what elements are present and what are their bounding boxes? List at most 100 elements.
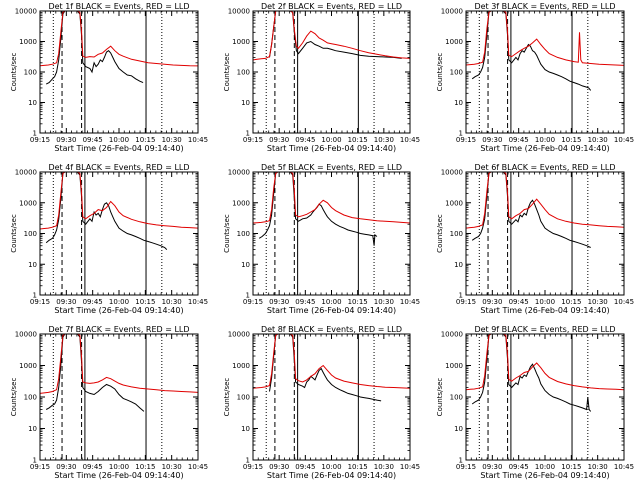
- y-tick-label: 100: [237, 69, 250, 77]
- panel-title: Det 4f BLACK = Events, RED = LLD: [48, 163, 189, 172]
- x-tick-label: 10:15: [348, 298, 368, 306]
- x-tick-label: 10:00: [321, 136, 341, 144]
- y-tick-label: 10000: [228, 169, 250, 177]
- y-tick-label: 100: [450, 69, 463, 77]
- events-series-line: [45, 334, 145, 412]
- x-tick-label: 09:45: [295, 136, 315, 144]
- x-tick-label: 09:45: [83, 298, 103, 306]
- x-tick-label: 10:00: [321, 463, 341, 471]
- x-axis-label: Start Time (26-Feb-04 09:14:40): [480, 471, 609, 480]
- events-series-line: [45, 11, 144, 85]
- x-tick-label: 10:00: [109, 463, 129, 471]
- x-tick-label: 10:30: [374, 463, 394, 471]
- y-tick-label: 1: [246, 130, 250, 138]
- x-tick-label: 10:45: [400, 136, 420, 144]
- x-tick-label: 09:30: [482, 136, 502, 144]
- x-tick-label: 10:45: [614, 298, 634, 306]
- x-tick-label: 09:15: [243, 136, 263, 144]
- detector-panel: 1 10 100 1000 10000 09:15 09:30 09:45 10:00 10:15…: [436, 163, 634, 315]
- y-tick-label: 1: [459, 457, 463, 465]
- x-tick-label: 09:30: [482, 463, 502, 471]
- detector-panel: 1 10 100 1000 10000 09:15 09:30 09:45 10:00 10:15…: [223, 2, 420, 153]
- y-tick-label: 10000: [441, 169, 463, 177]
- y-axis-label: Counts/sec: [436, 214, 444, 253]
- detector-panel: 1 10 100 1000 10000 09:15 09:30 09:45 10:00 10:15…: [436, 2, 634, 153]
- y-tick-label: 10: [454, 425, 463, 433]
- x-tick-label: 09:30: [56, 298, 76, 306]
- x-tick-label: 10:45: [400, 463, 420, 471]
- x-tick-label: 09:15: [30, 298, 50, 306]
- x-tick-label: 10:30: [374, 298, 394, 306]
- y-axis-label: Counts/sec: [10, 378, 18, 417]
- y-axis-label: Counts/sec: [223, 53, 231, 92]
- y-axis-label: Counts/sec: [10, 214, 18, 253]
- x-tick-label: 09:45: [83, 136, 103, 144]
- y-tick-label: 1000: [232, 38, 250, 46]
- x-axis-label: Start Time (26-Feb-04 09:14:40): [480, 306, 609, 315]
- x-tick-label: 09:45: [295, 298, 315, 306]
- panel-title: Det 6f BLACK = Events, RED = LLD: [474, 163, 615, 172]
- x-tick-label: 10:15: [561, 463, 581, 471]
- x-tick-label: 09:45: [295, 463, 315, 471]
- y-tick-label: 1: [33, 130, 37, 138]
- x-tick-label: 10:00: [535, 136, 555, 144]
- y-tick-label: 100: [24, 230, 37, 238]
- x-tick-label: 10:15: [135, 298, 155, 306]
- y-tick-label: 100: [237, 394, 250, 402]
- y-tick-label: 10: [241, 261, 250, 269]
- y-tick-label: 10000: [228, 8, 250, 16]
- y-tick-label: 1000: [445, 38, 463, 46]
- x-tick-label: 09:15: [30, 136, 50, 144]
- lld-series-line: [40, 11, 198, 67]
- x-tick-label: 10:30: [588, 463, 608, 471]
- x-tick-label: 09:30: [56, 136, 76, 144]
- y-tick-label: 10000: [15, 8, 37, 16]
- detector-panel: 1 10 100 1000 10000 09:15 09:30 09:45 10:00 10:15…: [10, 2, 208, 153]
- x-tick-label: 10:00: [109, 136, 129, 144]
- y-tick-label: 1: [246, 457, 250, 465]
- x-tick-label: 09:45: [509, 463, 529, 471]
- panel-title: Det 7f BLACK = Events, RED = LLD: [48, 325, 189, 334]
- y-tick-label: 10: [28, 425, 37, 433]
- y-tick-label: 1000: [232, 362, 250, 370]
- x-tick-label: 09:30: [269, 136, 289, 144]
- x-axis-label: Start Time (26-Feb-04 09:14:40): [267, 471, 396, 480]
- y-tick-label: 1: [246, 292, 250, 300]
- x-tick-label: 10:45: [188, 463, 208, 471]
- lld-series-line: [253, 334, 410, 389]
- y-tick-label: 10000: [228, 331, 250, 339]
- y-axis-label: Counts/sec: [223, 378, 231, 417]
- panel-title: Det 1f BLACK = Events, RED = LLD: [48, 2, 189, 11]
- x-tick-label: 10:15: [348, 463, 368, 471]
- x-tick-label: 10:45: [400, 298, 420, 306]
- lld-series-line: [466, 11, 624, 66]
- x-axis-label: Start Time (26-Feb-04 09:14:40): [54, 306, 183, 315]
- detector-panel: 1 10 100 1000 10000 09:15 09:30 09:45 10:00 10:15…: [10, 163, 208, 315]
- x-tick-label: 10:15: [135, 463, 155, 471]
- lld-series-line: [466, 334, 624, 391]
- x-tick-label: 10:00: [321, 298, 341, 306]
- panel-title: Det 8f BLACK = Events, RED = LLD: [261, 325, 402, 334]
- x-tick-label: 10:45: [188, 136, 208, 144]
- y-tick-label: 1000: [19, 362, 37, 370]
- x-tick-label: 10:00: [109, 298, 129, 306]
- x-axis-label: Start Time (26-Feb-04 09:14:40): [54, 471, 183, 480]
- y-tick-label: 100: [24, 69, 37, 77]
- x-tick-label: 10:30: [162, 463, 182, 471]
- y-tick-label: 100: [237, 230, 250, 238]
- x-tick-label: 09:45: [83, 463, 103, 471]
- x-tick-label: 10:30: [374, 136, 394, 144]
- y-tick-label: 1000: [232, 199, 250, 207]
- y-tick-label: 1: [459, 292, 463, 300]
- x-tick-label: 10:00: [535, 463, 555, 471]
- y-tick-label: 10: [241, 99, 250, 107]
- x-tick-label: 10:00: [535, 298, 555, 306]
- panel-title: Det 5f BLACK = Events, RED = LLD: [261, 163, 402, 172]
- lld-series-line: [40, 172, 198, 230]
- x-axis-label: Start Time (26-Feb-04 09:14:40): [480, 144, 609, 153]
- x-tick-label: 10:30: [588, 136, 608, 144]
- detector-panel: 1 10 100 1000 10000 09:15 09:30 09:45 10:00 10:15…: [223, 325, 420, 480]
- y-tick-label: 10000: [441, 331, 463, 339]
